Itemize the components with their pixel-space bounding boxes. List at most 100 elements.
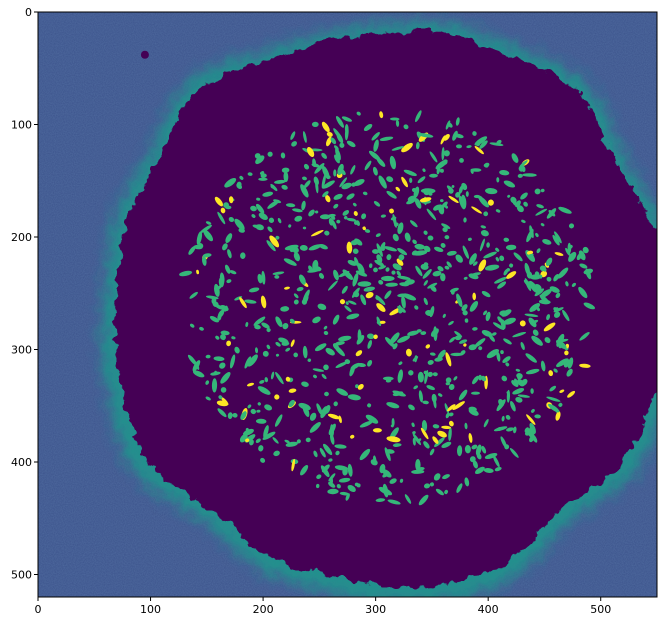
bright-feature [375,233,381,237]
bright-feature [517,394,530,398]
bright-feature [356,111,361,116]
bright-feature [228,196,234,204]
bright-feature [385,449,395,454]
bright-feature [390,424,394,428]
bright-feature [313,450,318,458]
bright-feature [375,498,386,502]
bright-feature [556,333,565,347]
bright-feature [429,173,438,178]
bright-feature [333,169,337,177]
bright-feature [444,265,450,270]
bright-feature [438,393,443,397]
bright-feature [299,244,308,251]
bright-feature [367,339,372,349]
x-tick-label: 300 [365,603,386,616]
y-tick-label: 100 [11,119,32,132]
bright-feature [274,179,286,184]
bright-feature [384,290,392,299]
bright-feature [408,370,414,376]
bright-feature [293,299,299,305]
bright-feature [505,362,510,367]
bright-feature [456,445,463,457]
bright-feature [392,443,402,447]
bright-feature [234,346,240,354]
bright-feature [495,257,500,262]
bright-feature [417,176,426,184]
bright-feature [226,279,232,284]
bright-feature [392,390,406,397]
bright-feature [471,206,482,214]
bright-feature [540,360,546,372]
bright-feature [487,199,494,206]
bright-feature [262,350,269,357]
bright-feature [432,424,440,429]
bright-feature [464,445,471,454]
bright-feature [437,265,444,272]
bright-feature [524,427,535,436]
bright-feature [324,230,330,236]
bright-feature [474,145,484,155]
bright-feature [397,275,411,280]
bright-feature [486,349,499,359]
bright-feature [441,147,445,161]
bright-feature [512,331,527,338]
bright-feature [363,286,376,292]
bright-feature [288,399,295,408]
y-tick-label: 500 [11,569,32,582]
bright-feature [236,183,243,190]
bright-feature [397,369,403,383]
bright-feature [205,380,210,385]
bright-feature [325,347,335,356]
bright-feature [468,344,477,351]
bright-feature [423,230,428,235]
bright-feature [515,368,521,372]
bright-feature [281,341,290,346]
bright-feature [328,481,336,488]
bright-feature [227,412,233,419]
bright-feature [347,394,361,401]
bright-feature [379,136,394,142]
bright-feature [372,166,378,176]
bright-feature [376,303,386,312]
bright-feature [458,389,468,401]
bright-feature [471,391,480,395]
bright-feature [432,372,438,377]
bright-feature [540,223,545,227]
bright-feature [316,474,322,480]
bright-feature [280,306,290,312]
bright-feature [534,288,545,297]
bright-feature [522,173,537,177]
bright-feature [339,168,346,176]
bright-feature [461,182,468,191]
bright-feature [452,130,458,141]
bright-feature [352,273,359,287]
bright-feature [338,477,351,483]
bright-feature [220,330,230,336]
bright-feature [401,176,408,188]
bright-feature [202,256,207,266]
bright-feature [328,473,336,482]
bright-feature [404,494,412,504]
bright-feature [296,439,301,444]
bright-feature [480,225,487,229]
bright-feature [517,379,525,387]
bright-feature [429,482,434,487]
bright-feature [425,344,431,349]
bright-feature [465,191,469,197]
bright-feature [352,248,359,254]
bright-feature [339,177,348,188]
bright-feature [257,273,263,284]
bright-feature [545,257,553,267]
x-tick-label: 0 [35,603,42,616]
bright-feature [346,241,353,254]
bright-feature [450,352,464,357]
bright-feature [313,374,317,379]
bright-feature [255,438,261,443]
bright-feature [335,450,340,456]
bright-feature [503,338,512,345]
bright-feature [323,330,329,336]
bright-feature [385,379,392,383]
bright-feature [322,443,333,456]
bright-feature [378,175,387,189]
bright-feature [529,303,541,312]
